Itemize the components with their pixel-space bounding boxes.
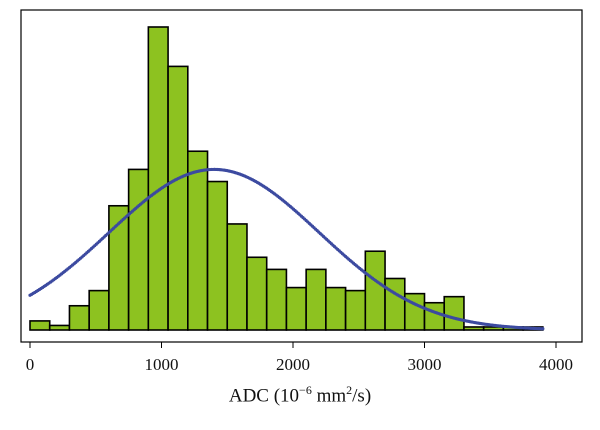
histogram-bar-20 — [423, 301, 446, 331]
histogram-bar-5 — [127, 168, 150, 331]
histogram-bar-10 — [226, 223, 248, 331]
histogram-bar-2 — [68, 304, 90, 331]
x-tick-label: 2000 — [276, 355, 310, 374]
x-tick-label: 1000 — [145, 355, 179, 374]
histogram-bar-15 — [325, 286, 347, 331]
histogram-bar-8 — [187, 150, 209, 331]
x-axis-ticks: 0 1000 2000 3000 4000 — [26, 342, 573, 374]
plot-frame — [20, 9, 583, 343]
histogram-bars — [29, 26, 544, 331]
histogram-bar-3 — [88, 289, 110, 331]
histogram-bar-0 — [29, 320, 51, 331]
histogram-bar-18 — [384, 277, 406, 331]
histogram-bar-6 — [147, 26, 169, 331]
histogram-bar-21 — [443, 295, 465, 331]
fit-curve — [28, 167, 545, 331]
histogram-bar-1 — [48, 324, 71, 331]
histogram-bar-11 — [246, 256, 268, 331]
x-tick-label: 4000 — [539, 355, 573, 374]
x-tick-label: 3000 — [408, 355, 442, 374]
x-tick-label: 0 — [26, 355, 35, 374]
histogram-bar-22 — [463, 326, 485, 331]
x-axis-title: ADC (10−6 mm2/s) — [228, 383, 372, 407]
histogram-bar-9 — [206, 180, 229, 331]
histogram-bar-13 — [285, 286, 307, 331]
fit-curve-point — [541, 327, 545, 331]
histogram-bar-16 — [344, 289, 367, 331]
histogram-bar-12 — [265, 268, 288, 331]
histogram-bar-17 — [364, 250, 386, 331]
histogram-bar-14 — [305, 268, 327, 331]
histogram-bar-7 — [167, 65, 189, 331]
